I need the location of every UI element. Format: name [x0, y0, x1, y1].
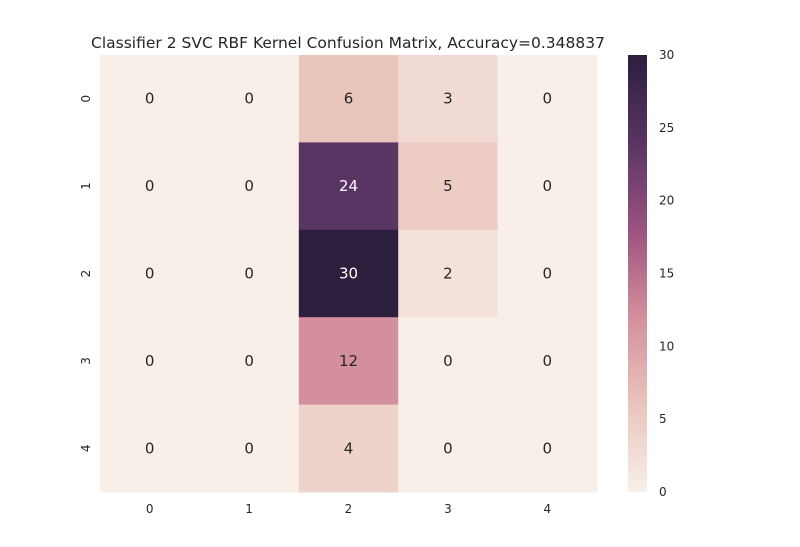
heatmap-cell-label-r4-c1: 0 — [244, 439, 254, 457]
heatmap-cell-r2-c3 — [398, 229, 499, 318]
y-tick-label: 4 — [79, 444, 93, 452]
colorbar-tick-label: 20 — [659, 194, 674, 208]
x-tick-label: 4 — [543, 502, 551, 516]
heatmap-cell-label-r1-c1: 0 — [244, 177, 254, 195]
heatmap-cell-label-r3-c3: 0 — [443, 352, 453, 370]
heatmap-cell-r3-c3 — [398, 317, 499, 406]
chart-title: Classifier 2 SVC RBF Kernel Confusion Ma… — [91, 34, 605, 52]
heatmap-cell-r0-c3 — [398, 55, 499, 143]
colorbar-tick-label: 30 — [659, 48, 674, 62]
x-tick-label: 0 — [146, 502, 154, 516]
colorbar-tick-label: 5 — [659, 412, 667, 426]
heatmap-cell-label-r4-c4: 0 — [543, 439, 553, 457]
heatmap-cell-r0-c2 — [298, 55, 399, 143]
heatmap-cell-r3-c0 — [100, 317, 200, 406]
heatmap-cell-r4-c3 — [398, 404, 499, 493]
heatmap-cell-r1-c2 — [298, 142, 399, 231]
heatmap-cell-label-r0-c2: 6 — [344, 90, 354, 108]
colorbar-tick-label: 25 — [659, 121, 674, 135]
heatmap-cell-label-r3-c2: 12 — [339, 352, 358, 370]
heatmap-cell-r2-c4 — [497, 229, 598, 318]
heatmap-cell-r0-c4 — [497, 55, 598, 143]
heatmap-cell-labels: 0 0 6 3 00 0 24 5 00 0 30 2 00 0 12 0 00 0 4 0 0 — [145, 90, 552, 458]
heatmap-cell-label-r4-c0: 0 — [145, 439, 155, 457]
heatmap-cell-r0-c1 — [199, 55, 300, 143]
heatmap-cell-label-r3-c4: 0 — [543, 352, 553, 370]
heatmap-cell-r2-c0 — [100, 229, 200, 318]
heatmap-cell-label-r0-c4: 0 — [543, 90, 553, 108]
colorbar-tick-labels: 0 5 10 15 20 25 30 — [659, 48, 674, 499]
heatmap-cell-label-r3-c0: 0 — [145, 352, 155, 370]
colorbar-tick-label: 15 — [659, 267, 674, 281]
heatmap-cell-r1-c1 — [199, 142, 300, 231]
heatmap-cell-label-r2-c2: 30 — [339, 265, 358, 283]
y-tick-label: 0 — [79, 95, 93, 103]
heatmap-cell-r4-c1 — [199, 404, 300, 493]
heatmap-cell-label-r4-c2: 4 — [344, 439, 354, 457]
y-tick-label: 2 — [79, 270, 93, 278]
heatmap-cells — [100, 55, 598, 493]
x-tick-label: 3 — [444, 502, 452, 516]
heatmap-cell-r4-c4 — [497, 404, 598, 493]
y-tick-label: 1 — [79, 182, 93, 190]
heatmap-cell-label-r0-c3: 3 — [443, 90, 453, 108]
y-axis-tick-labels: 0 1 2 3 4 — [79, 95, 93, 452]
heatmap-cell-r0-c0 — [100, 55, 200, 143]
heatmap-cell-r1-c3 — [398, 142, 499, 231]
heatmap-cell-r3-c4 — [497, 317, 598, 406]
heatmap-cell-r3-c2 — [298, 317, 399, 406]
heatmap-cell-label-r1-c2: 24 — [339, 177, 358, 195]
x-tick-label: 1 — [245, 502, 253, 516]
colorbar-tick-label: 10 — [659, 339, 674, 353]
heatmap-cell-label-r2-c0: 0 — [145, 265, 155, 283]
colorbar-tick-label: 0 — [659, 485, 667, 499]
heatmap-cell-r3-c1 — [199, 317, 300, 406]
heatmap-cell-r1-c4 — [497, 142, 598, 231]
heatmap-cell-r1-c0 — [100, 142, 200, 231]
heatmap-cell-label-r2-c4: 0 — [543, 265, 553, 283]
heatmap-cell-label-r3-c1: 0 — [244, 352, 254, 370]
heatmap-cell-label-r2-c1: 0 — [244, 265, 254, 283]
x-axis-tick-labels: 0 1 2 3 4 — [146, 502, 551, 516]
x-tick-label: 2 — [345, 502, 353, 516]
heatmap-cell-r4-c0 — [100, 404, 200, 493]
heatmap-cell-label-r4-c3: 0 — [443, 439, 453, 457]
heatmap-cell-label-r1-c0: 0 — [145, 177, 155, 195]
heatmap-cell-r4-c2 — [298, 404, 399, 493]
heatmap-cell-r2-c1 — [199, 229, 300, 318]
colorbar — [628, 55, 647, 492]
y-tick-label: 3 — [79, 357, 93, 365]
heatmap-cell-label-r0-c1: 0 — [244, 90, 254, 108]
heatmap-cell-label-r0-c0: 0 — [145, 90, 155, 108]
heatmap-cell-label-r1-c3: 5 — [443, 177, 453, 195]
heatmap-cell-label-r2-c3: 2 — [443, 265, 453, 283]
heatmap-cell-label-r1-c4: 0 — [543, 177, 553, 195]
heatmap-cell-r2-c2 — [298, 229, 399, 318]
